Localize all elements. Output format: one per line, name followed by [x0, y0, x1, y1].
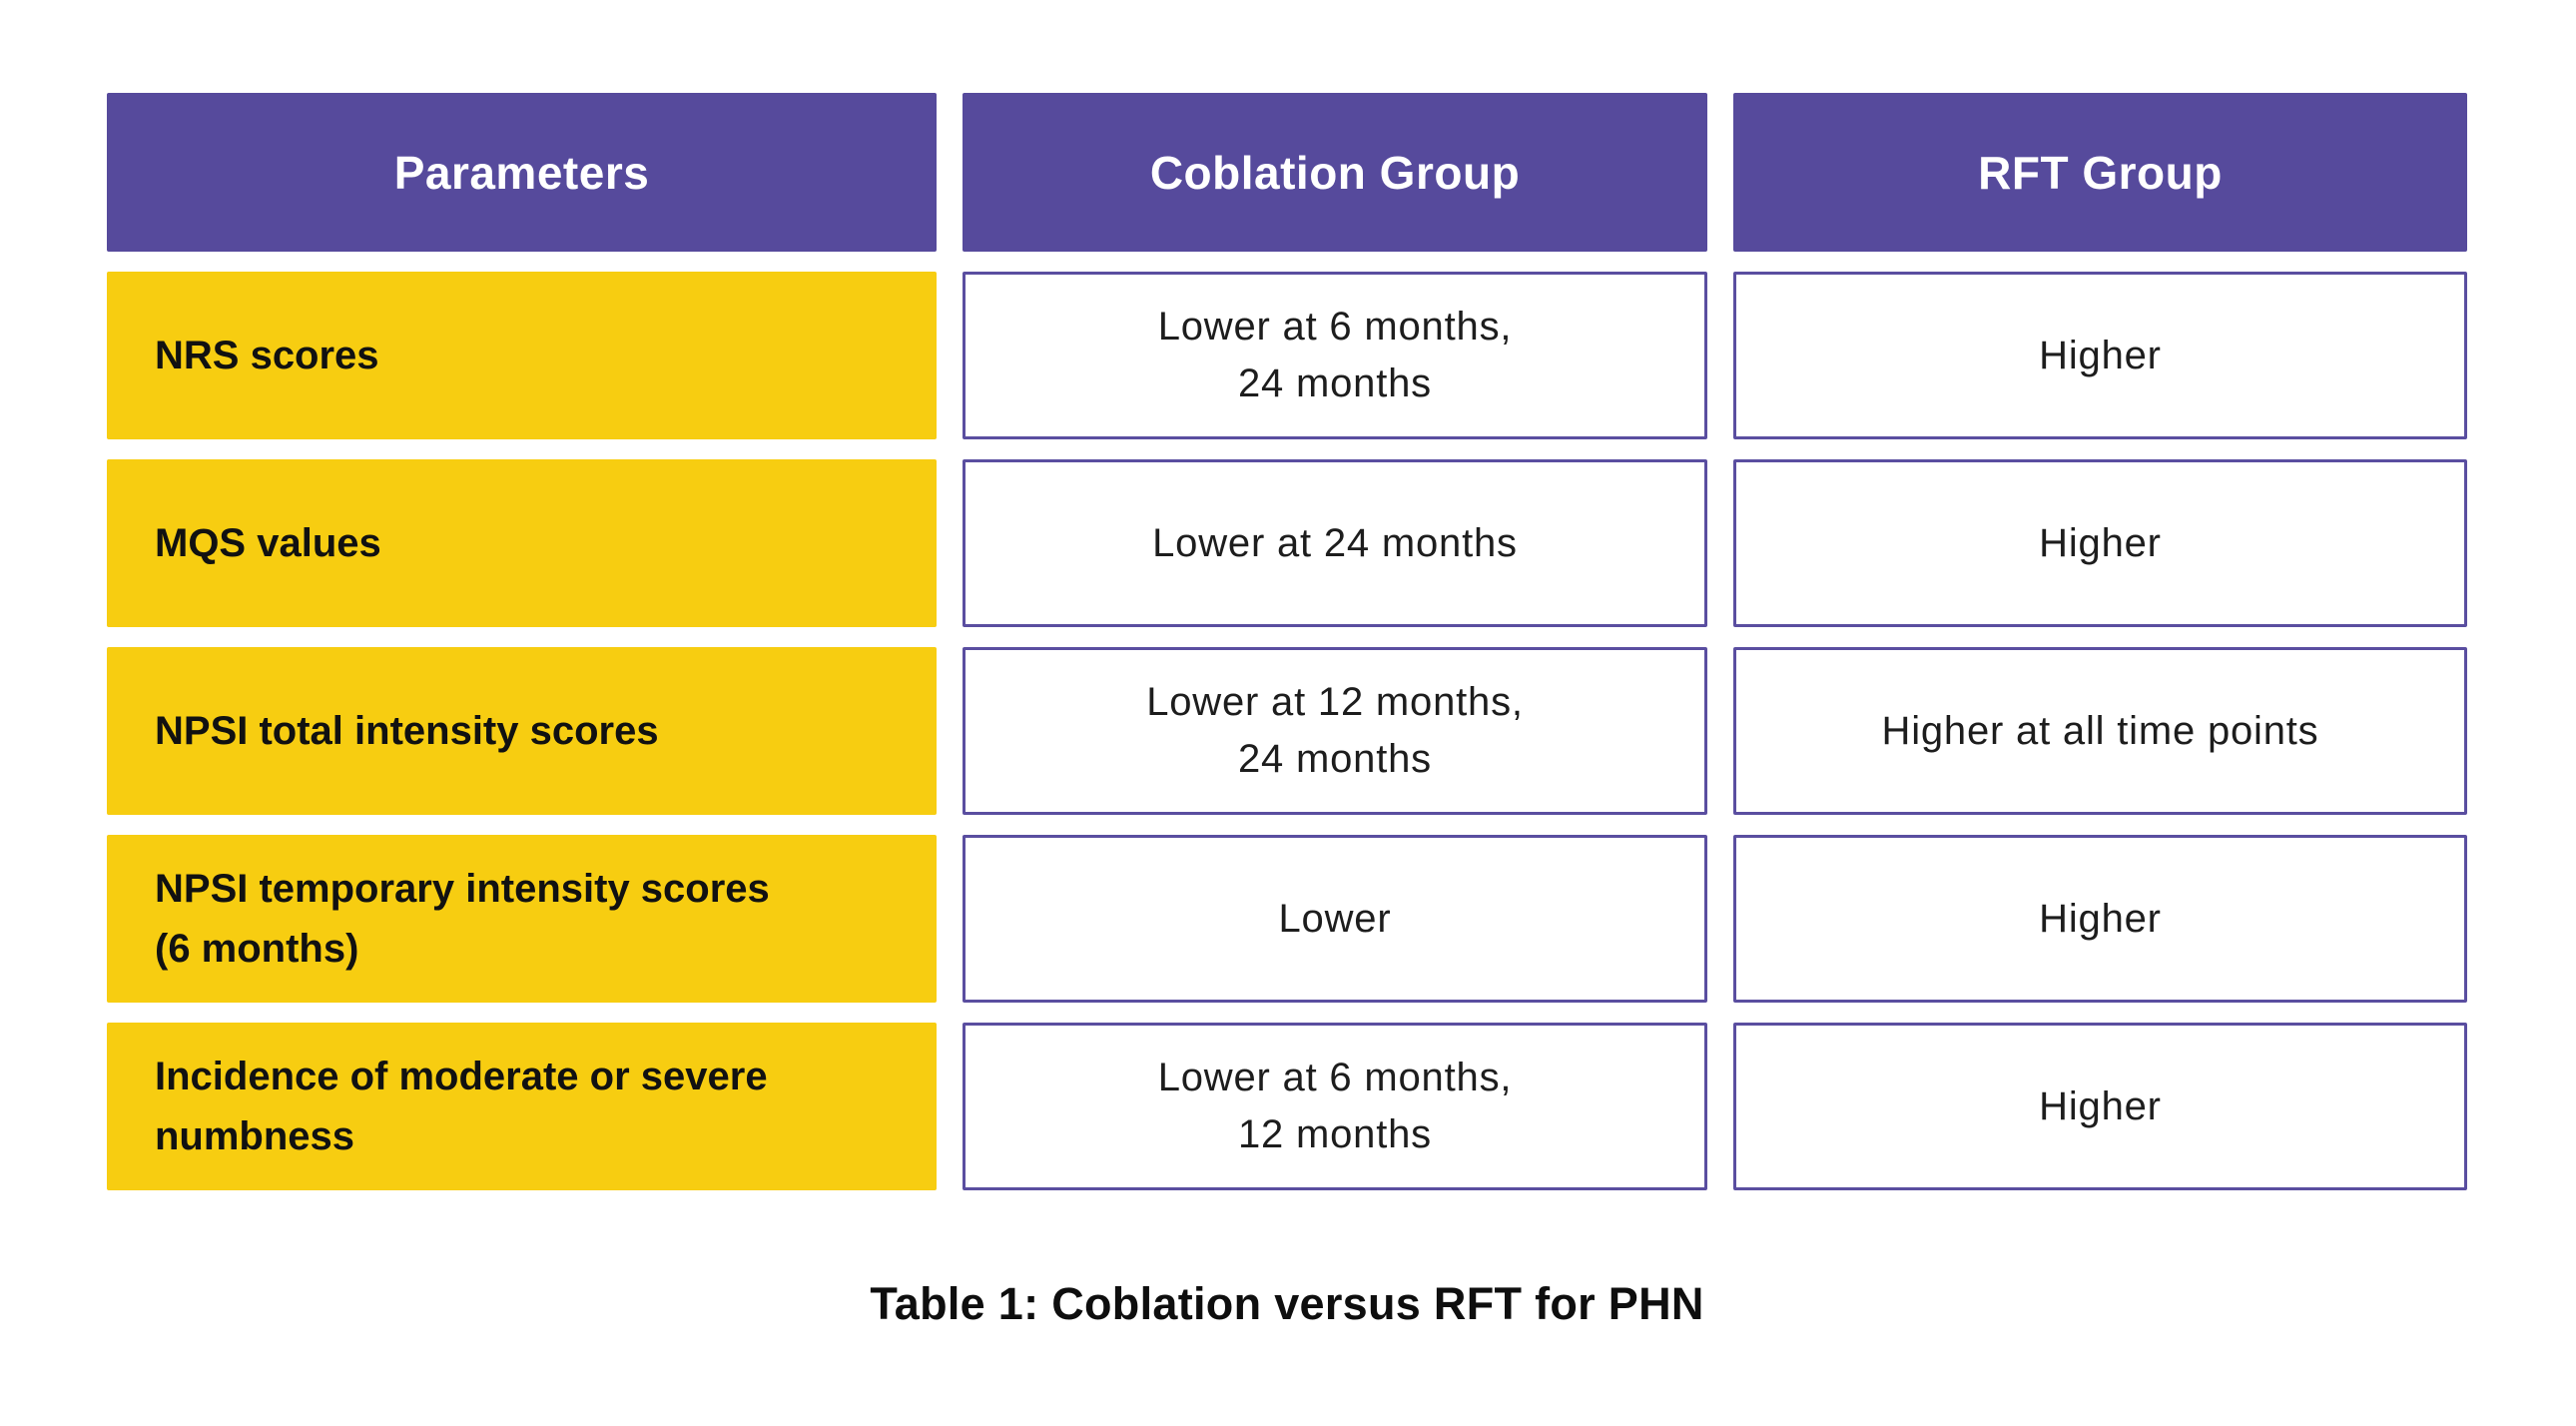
param-cell-nrs-scores: NRS scores	[107, 272, 937, 439]
param-cell-mqs-values: MQS values	[107, 459, 937, 627]
param-cell-npsi-temporary-intensity: NPSI temporary intensity scores (6 month…	[107, 835, 937, 1003]
coblation-cell-mqs-values: Lower at 24 months	[963, 459, 1707, 627]
param-cell-numbness-incidence: Incidence of moderate or severe numbness	[107, 1023, 937, 1190]
table-caption: Table 1: Coblation versus RFT for PHN	[870, 1278, 1704, 1329]
coblation-cell-npsi-total-intensity: Lower at 12 months, 24 months	[963, 647, 1707, 815]
rft-cell-numbness-incidence: Higher	[1733, 1023, 2467, 1190]
column-header-rft-group: RFT Group	[1733, 93, 2467, 252]
coblation-cell-numbness-incidence: Lower at 6 months, 12 months	[963, 1023, 1707, 1190]
rft-cell-mqs-values: Higher	[1733, 459, 2467, 627]
coblation-cell-npsi-temporary-intensity: Lower	[963, 835, 1707, 1003]
rft-cell-nrs-scores: Higher	[1733, 272, 2467, 439]
rft-cell-npsi-total-intensity: Higher at all time points	[1733, 647, 2467, 815]
comparison-table-figure: Parameters Coblation Group RFT Group NRS…	[107, 93, 2467, 1330]
param-cell-npsi-total-intensity: NPSI total intensity scores	[107, 647, 937, 815]
column-header-parameters: Parameters	[107, 93, 937, 252]
coblation-cell-nrs-scores: Lower at 6 months, 24 months	[963, 272, 1707, 439]
column-header-coblation-group: Coblation Group	[963, 93, 1707, 252]
rft-cell-npsi-temporary-intensity: Higher	[1733, 835, 2467, 1003]
comparison-table: Parameters Coblation Group RFT Group NRS…	[107, 93, 2467, 1190]
